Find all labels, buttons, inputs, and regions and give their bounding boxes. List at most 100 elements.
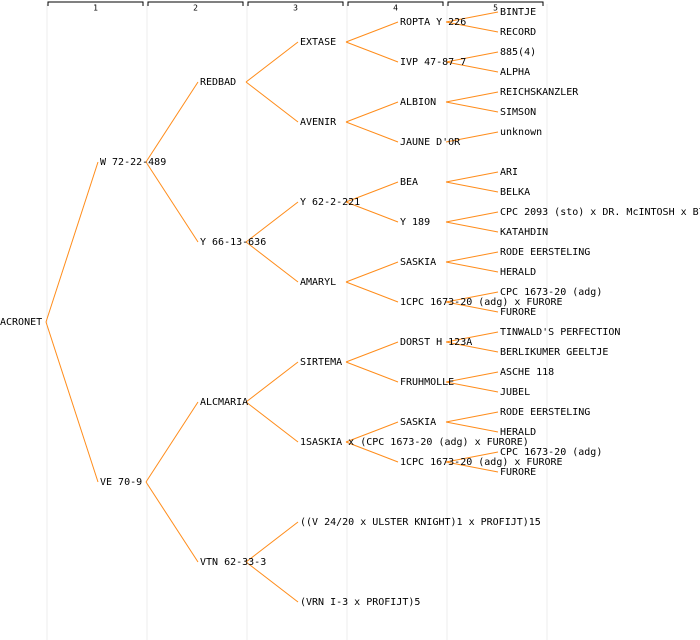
link: [45, 321, 99, 483]
link: [445, 101, 499, 113]
link: [345, 201, 399, 223]
node-label: 1SASKIA x (CPC 1673-20 (adg) x FURORE): [300, 437, 529, 448]
link: [245, 401, 299, 443]
link: [445, 381, 499, 393]
node-label: HERALD: [500, 427, 536, 438]
node-label: KATAHDIN: [500, 227, 548, 238]
node-label: JUBEL: [500, 387, 530, 398]
link: [345, 181, 399, 203]
link: [445, 221, 499, 233]
node-label: SIRTEMA: [300, 357, 342, 368]
node-label: 1CPC 1673-20 (adg) x FURORE: [400, 297, 563, 308]
column-bracket: [447, 1, 544, 6]
link: [345, 441, 399, 463]
node-label: unknown: [500, 127, 542, 138]
link: [445, 91, 499, 103]
node-label: SIMSON: [500, 107, 536, 118]
column-number: 5: [493, 4, 498, 13]
link: [445, 301, 499, 313]
link: [445, 61, 499, 73]
node-label: 1CPC 1673-20 (adg) x FURORE: [400, 457, 563, 468]
link: [445, 371, 499, 383]
node-label: ALPHA: [500, 67, 530, 78]
link: [345, 261, 399, 283]
column-bracket: [147, 1, 244, 6]
link: [245, 241, 299, 283]
node-label: (VRN I-3 x PROFIJT)5: [300, 597, 420, 608]
link: [445, 181, 499, 193]
node-label: FURORE: [500, 307, 536, 318]
link: [345, 21, 399, 43]
node-label: ACRONET: [0, 317, 42, 328]
node-label: VE 70-9: [100, 477, 142, 488]
link: [245, 81, 299, 123]
link: [145, 401, 199, 483]
link: [245, 41, 299, 83]
node-label: ((V 24/20 x ULSTER KNIGHT)1 x PROFIJT)15: [300, 517, 541, 528]
link: [445, 451, 499, 463]
node-label: Y 66-13-636: [200, 237, 266, 248]
node-label: SASKIA: [400, 417, 436, 428]
node-label: CPC 1673-20 (adg): [500, 447, 602, 458]
link: [445, 211, 499, 223]
node-label: ASCHE 118: [500, 367, 554, 378]
link: [445, 131, 499, 143]
link: [445, 341, 499, 353]
node-label: AVENIR: [300, 117, 337, 128]
link: [445, 291, 499, 303]
link: [345, 421, 399, 443]
node-label: CPC 2093 (sto) x DR. McINTOSH x B7: [500, 207, 700, 218]
node-label: HERALD: [500, 267, 536, 278]
link: [445, 461, 499, 473]
link: [345, 361, 399, 383]
node-label: ALBION: [400, 97, 436, 108]
link: [345, 281, 399, 303]
link: [245, 561, 299, 603]
node-label: ALCMARIA: [200, 397, 248, 408]
column-bracket: [247, 1, 344, 6]
node-label: FRUHMOLLE: [400, 377, 454, 388]
node-label: RECORD: [500, 27, 536, 38]
node-label: Y 62-2-221: [300, 197, 360, 208]
link: [445, 51, 499, 63]
node-label: BEA: [400, 177, 418, 188]
node-label: EXTASE: [300, 37, 336, 48]
node-label: TINWALD'S PERFECTION: [500, 327, 620, 338]
node-label: FURORE: [500, 467, 536, 478]
link: [345, 101, 399, 123]
node-label: RODE EERSTELING: [500, 407, 590, 418]
node-label: BERLIKUMER GEELTJE: [500, 347, 608, 358]
link: [345, 341, 399, 363]
link: [245, 201, 299, 243]
link: [445, 11, 499, 23]
link: [445, 411, 499, 423]
column-number: 2: [193, 4, 198, 13]
node-label: SASKIA: [400, 257, 436, 268]
column-number: 3: [293, 4, 298, 13]
column-bracket: [347, 1, 444, 6]
node-label: Y 189: [400, 217, 430, 228]
node-label: REICHSKANZLER: [500, 87, 579, 98]
node-label: JAUNE D'OR: [400, 137, 461, 148]
node-label: VTN 62-33-3: [200, 557, 266, 568]
column-bracket: [47, 1, 144, 6]
link: [445, 331, 499, 343]
node-label: AMARYL: [300, 277, 336, 288]
link: [245, 521, 299, 563]
link: [445, 171, 499, 183]
node-label: W 72-22-489: [100, 157, 166, 168]
link: [345, 41, 399, 63]
link: [45, 161, 99, 323]
node-label: CPC 1673-20 (adg): [500, 287, 602, 298]
node-label: BELKA: [500, 187, 530, 198]
node-label: IVP 47-87 7: [400, 57, 466, 68]
node-label: REDBAD: [200, 77, 236, 88]
link: [145, 81, 199, 163]
link: [145, 161, 199, 243]
node-label: ARI: [500, 167, 518, 178]
node-label: ROPTA Y 226: [400, 17, 466, 28]
column-number: 1: [93, 4, 98, 13]
link: [445, 261, 499, 273]
link: [245, 361, 299, 403]
link: [345, 121, 399, 143]
